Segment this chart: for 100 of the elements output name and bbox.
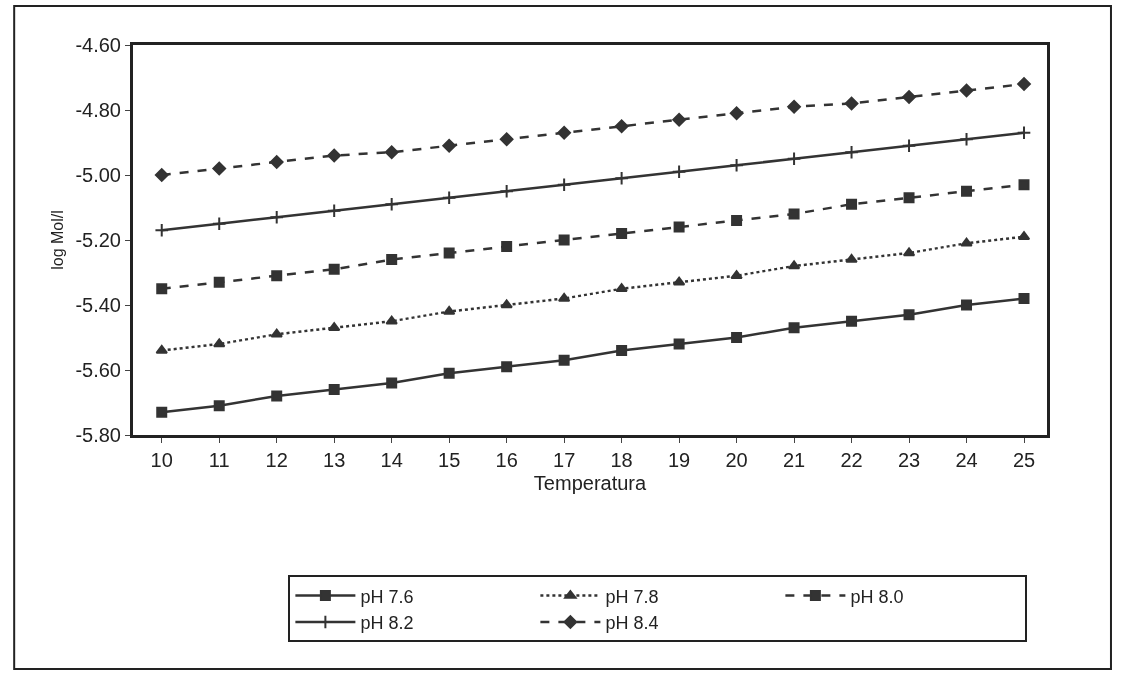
point: [846, 315, 858, 327]
point: [673, 221, 685, 233]
point: [328, 384, 340, 395]
x-tick-label: 19: [667, 449, 691, 471]
x-axis-title: Temperatura: [533, 471, 648, 494]
point: [788, 208, 800, 220]
x-tick-label: 16: [495, 449, 518, 471]
x-tick-label: 24: [955, 449, 978, 471]
point: [844, 96, 859, 111]
x-tick-label: 21: [782, 449, 806, 471]
point: [212, 161, 227, 176]
point: [154, 168, 169, 182]
legend-label: pH 7.6: [360, 586, 414, 607]
point: [960, 237, 973, 247]
point: [1016, 125, 1032, 141]
legend-label: pH 8.2: [360, 613, 414, 634]
x-tick-label: 17: [553, 449, 576, 471]
point: [846, 198, 858, 210]
y-axis-title: log Mol/l: [49, 210, 67, 270]
point: [902, 247, 916, 257]
x-tick-label: 25: [1012, 449, 1036, 471]
point: [156, 406, 168, 418]
x-tick-label: 18: [610, 449, 633, 471]
point: [441, 190, 457, 206]
point: [729, 157, 744, 173]
point: [616, 228, 628, 239]
point: [499, 132, 514, 147]
point: [558, 234, 570, 246]
legend-label: pH 7.8: [605, 586, 659, 607]
point: [731, 332, 743, 343]
point: [1018, 293, 1030, 304]
point: [903, 192, 915, 204]
point: [270, 328, 283, 338]
point: [1018, 179, 1030, 191]
point: [671, 164, 687, 180]
point: [213, 276, 225, 288]
point: [269, 209, 285, 225]
point: [386, 377, 398, 389]
point: [788, 322, 800, 334]
y-tick-label: -5.80: [75, 424, 121, 446]
point: [386, 254, 398, 265]
point: [328, 263, 340, 275]
y-tick-label: -4.60: [75, 34, 121, 56]
point: [443, 247, 455, 259]
point: [959, 83, 974, 98]
x-tick-label: 22: [840, 449, 863, 471]
y-tick-label: -5.40: [75, 294, 121, 316]
y-tick-label: -5.20: [75, 229, 121, 251]
point: [384, 196, 399, 212]
point: [443, 367, 455, 379]
point: [844, 144, 859, 160]
point: [729, 106, 744, 121]
point: [327, 148, 342, 163]
point: [156, 283, 168, 295]
point: [614, 119, 629, 134]
point: [326, 203, 342, 219]
y-tick-label: -4.80: [75, 99, 121, 121]
point: [154, 222, 170, 238]
point: [384, 145, 399, 160]
point: [614, 170, 629, 186]
point: [499, 183, 514, 199]
x-tick-label: 13: [323, 449, 346, 471]
legend-label: pH 8.0: [850, 586, 904, 607]
x-tick-label: 15: [438, 449, 461, 471]
point: [501, 361, 513, 373]
point: [211, 216, 227, 232]
point: [731, 215, 743, 226]
x-tick-label: 14: [380, 449, 403, 471]
point: [271, 390, 283, 402]
point: [269, 155, 284, 169]
x-tick-label: 20: [725, 449, 748, 471]
point: [961, 299, 973, 311]
point: [673, 338, 685, 350]
point: [557, 125, 571, 140]
point: [903, 309, 915, 321]
point: [787, 260, 801, 270]
point: [556, 177, 572, 193]
point: [672, 276, 686, 286]
point: [616, 345, 628, 356]
point: [1017, 77, 1031, 91]
point: [959, 131, 974, 147]
point: [672, 112, 686, 127]
point: [442, 138, 457, 153]
point: [213, 400, 225, 412]
x-tick-label: 10: [150, 449, 173, 471]
point: [901, 138, 917, 154]
x-tick-label: 23: [897, 449, 921, 471]
point: [902, 90, 916, 104]
point: [500, 299, 513, 309]
legend-label: pH 8.4: [605, 613, 659, 634]
point: [385, 315, 398, 325]
point: [558, 354, 570, 366]
point: [787, 99, 801, 114]
point: [271, 270, 283, 282]
x-tick-label: 12: [265, 449, 288, 471]
point: [213, 338, 226, 348]
y-tick-label: -5.00: [75, 164, 121, 186]
y-tick-label: -5.60: [75, 359, 121, 381]
point: [961, 185, 973, 197]
point: [786, 151, 802, 167]
